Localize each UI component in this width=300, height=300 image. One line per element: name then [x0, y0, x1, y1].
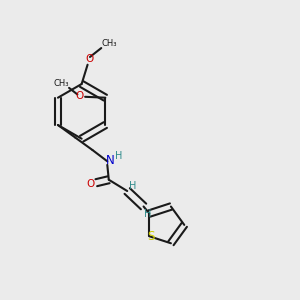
Text: O: O — [86, 179, 94, 189]
Text: O: O — [76, 91, 84, 101]
Text: H: H — [129, 181, 136, 191]
Text: O: O — [86, 54, 94, 64]
Text: CH₃: CH₃ — [54, 79, 69, 88]
Text: N: N — [106, 154, 115, 167]
Text: CH₃: CH₃ — [101, 39, 117, 48]
Text: H: H — [144, 208, 151, 219]
Text: S: S — [147, 230, 154, 243]
Text: H: H — [115, 151, 122, 161]
